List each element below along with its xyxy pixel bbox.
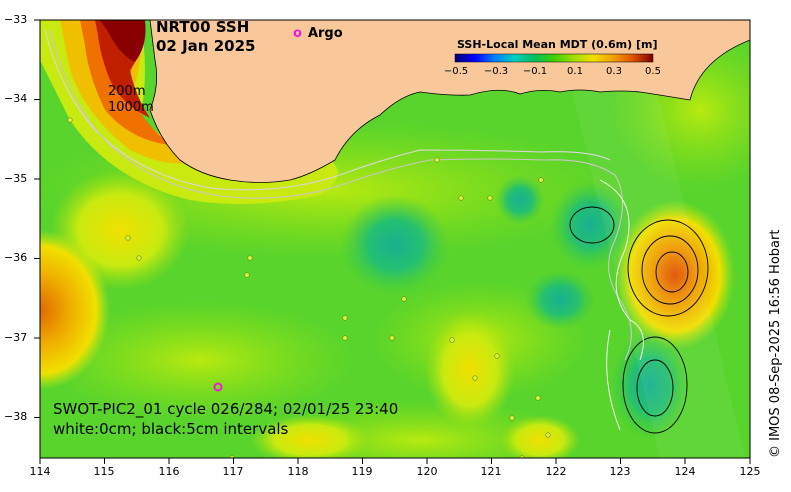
obs-point — [342, 335, 348, 341]
obs-point — [136, 255, 142, 261]
lat-tick-label: −37 — [4, 331, 28, 344]
map-date: 02 Jan 2025 — [156, 37, 256, 55]
contour-5cm — [569, 206, 615, 244]
lat-tick-label: −34 — [4, 92, 28, 105]
ssh-cold-eddy — [610, 330, 690, 440]
observation-points — [67, 117, 551, 458]
lon-tick-label: 120 — [416, 465, 438, 478]
contour-5cm — [636, 359, 674, 417]
bathymetry-200m — [44, 29, 611, 191]
obs-point — [519, 455, 525, 458]
obs-point — [247, 255, 253, 261]
lon-tick-label: 117 — [222, 465, 244, 478]
ssh-lime-band — [40, 300, 360, 420]
contour-0cm — [599, 179, 644, 361]
ssh-warm-eddy-east — [615, 200, 735, 350]
obs-point — [509, 415, 515, 421]
obs-point — [494, 353, 500, 359]
obs-point — [535, 395, 541, 401]
contour-5cm — [641, 235, 699, 305]
colorbar-tick: −0.3 — [483, 66, 509, 77]
lon-tick-label: 122 — [545, 465, 567, 478]
colorbar-tick: 0.1 — [567, 66, 583, 77]
colorbar-tick: 0.3 — [606, 66, 622, 77]
ssh-yellow-patch — [425, 310, 515, 430]
ssh-cold-eddy — [340, 195, 450, 295]
lon-tick-label: 114 — [29, 465, 51, 478]
swot-swath — [555, 20, 745, 458]
contour-5cm — [655, 251, 689, 293]
lat-tick-label: −36 — [4, 251, 28, 264]
obs-point — [449, 337, 455, 343]
colorbar-title: SSH-Local Mean MDT (0.6m) [m] — [457, 38, 658, 51]
ssh-cold-eddy — [550, 180, 630, 270]
lon-tick-label: 119 — [351, 465, 373, 478]
ssh-warm-eddy-west — [40, 230, 110, 390]
leeuwin-current-core — [100, 20, 146, 62]
lon-tick-label: 123 — [609, 465, 631, 478]
map-title: NRT00 SSH — [156, 18, 250, 36]
colorbar-tick: −0.5 — [443, 66, 469, 77]
obs-point — [472, 375, 478, 381]
zero-contours — [599, 179, 644, 431]
obs-point — [67, 117, 73, 123]
obs-point — [487, 195, 493, 201]
obs-point — [244, 272, 250, 278]
obs-point — [389, 335, 395, 341]
swot-pass-info: SWOT-PIC2_01 cycle 026/284; 02/01/25 23:… — [53, 400, 399, 418]
ssh-yellow-patch — [500, 415, 580, 458]
colorbar-tick: −0.1 — [522, 66, 548, 77]
contour-5cm — [627, 219, 709, 317]
lon-tick-label: 118 — [287, 465, 309, 478]
obs-point — [545, 432, 551, 438]
lon-tick-label: 121 — [480, 465, 502, 478]
colorbar-tick: 0.5 — [645, 66, 661, 77]
obs-point — [434, 157, 440, 163]
lat-tick-label: −33 — [4, 13, 28, 26]
obs-point — [342, 315, 348, 321]
contour-legend: white:0cm; black:5cm intervals — [53, 420, 289, 438]
argo-floats — [213, 382, 223, 392]
colorbar — [454, 53, 654, 63]
argo-legend-label: Argo — [307, 26, 343, 41]
obs-point — [401, 296, 407, 302]
plot-frame — [39, 19, 751, 459]
lon-tick-label: 125 — [739, 465, 761, 478]
argo-legend-marker: o — [293, 26, 302, 41]
argo-legend: o Argo — [293, 26, 343, 41]
obs-point — [125, 235, 131, 241]
lon-tick-label: 115 — [93, 465, 115, 478]
depth-label-200m: 200m — [108, 84, 146, 99]
argo-float-marker[interactable] — [213, 382, 223, 392]
ssh-cold-eddy — [525, 270, 595, 330]
contour-0cm — [606, 329, 621, 431]
depth-label-1000m: 1000m — [108, 100, 154, 115]
lon-tick-label: 116 — [158, 465, 180, 478]
lat-tick-label: −35 — [4, 172, 28, 185]
obs-point — [458, 195, 464, 201]
axis-tick-marks — [34, 19, 751, 464]
lon-tick-label: 124 — [674, 465, 696, 478]
imos-credit: © IMOS 08-Sep-2025 16:56 Hobart — [768, 229, 783, 458]
ssh-contours — [569, 206, 709, 434]
ssh-cold-eddy — [495, 175, 545, 225]
contour-5cm — [622, 336, 688, 434]
obs-point — [229, 455, 235, 458]
lat-tick-label: −38 — [4, 410, 28, 423]
obs-point — [538, 177, 544, 183]
ssh-yellow-patch — [250, 415, 370, 458]
